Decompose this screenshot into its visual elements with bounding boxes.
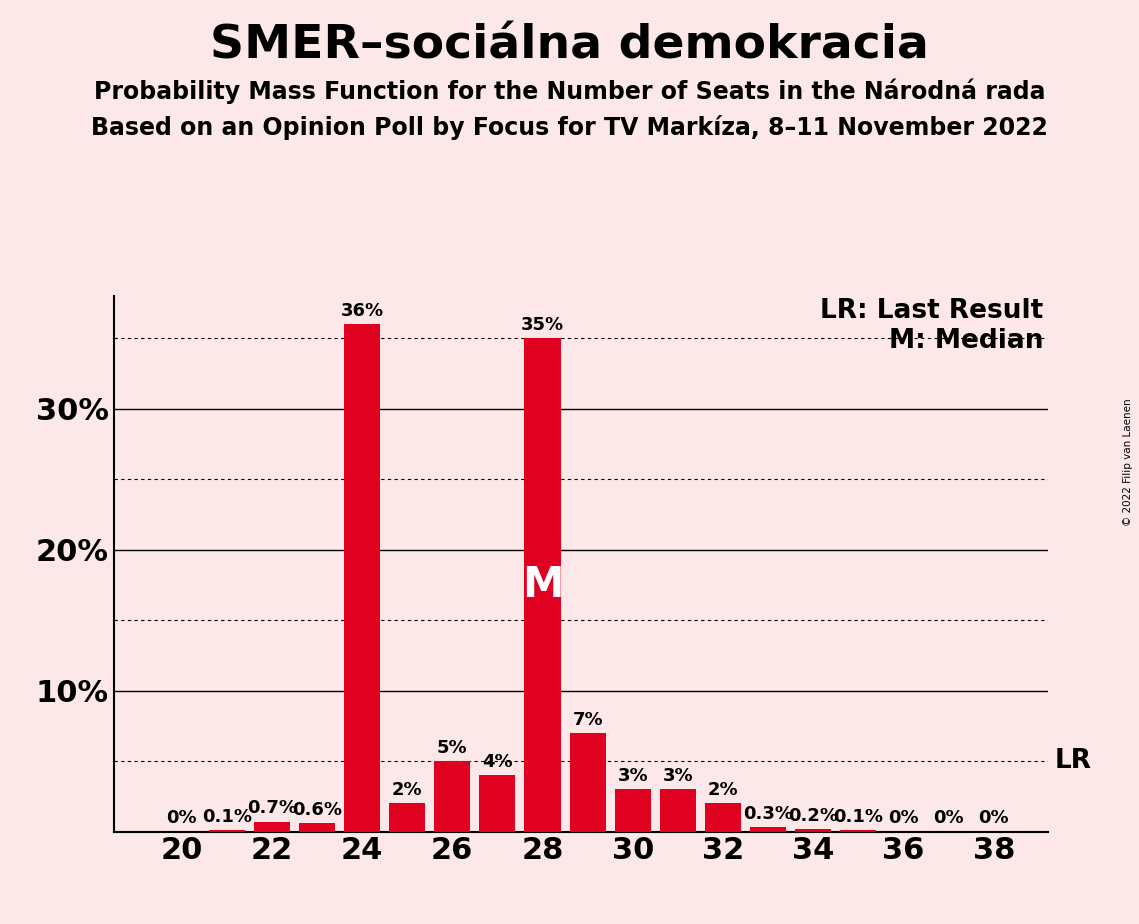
Bar <box>208 830 245 832</box>
Bar <box>751 827 786 832</box>
Text: LR: Last Result: LR: Last Result <box>820 298 1043 324</box>
Text: 36%: 36% <box>341 301 384 320</box>
Text: 3%: 3% <box>663 767 694 785</box>
Bar <box>298 823 335 832</box>
Bar <box>524 338 560 832</box>
Bar <box>795 829 831 832</box>
Bar <box>570 733 606 832</box>
Text: Probability Mass Function for the Number of Seats in the Národná rada: Probability Mass Function for the Number… <box>93 79 1046 104</box>
Text: 0.1%: 0.1% <box>202 808 252 826</box>
Text: 0%: 0% <box>166 809 197 827</box>
Text: SMER–sociálna demokracia: SMER–sociálna demokracia <box>210 23 929 68</box>
Text: Based on an Opinion Poll by Focus for TV Markíza, 8–11 November 2022: Based on an Opinion Poll by Focus for TV… <box>91 116 1048 140</box>
Text: M: M <box>522 564 564 606</box>
Text: 3%: 3% <box>617 767 648 785</box>
Text: 2%: 2% <box>392 781 423 799</box>
Text: 0.2%: 0.2% <box>788 807 838 824</box>
Bar <box>659 789 696 832</box>
Text: 5%: 5% <box>437 739 468 757</box>
Text: 35%: 35% <box>521 316 564 334</box>
Text: 0.1%: 0.1% <box>834 808 884 826</box>
Text: 0.3%: 0.3% <box>743 805 793 823</box>
Text: © 2022 Filip van Laenen: © 2022 Filip van Laenen <box>1123 398 1133 526</box>
Text: M: Median: M: Median <box>888 328 1043 354</box>
Text: 0%: 0% <box>978 809 1009 827</box>
Bar <box>705 803 741 832</box>
Bar <box>254 821 289 832</box>
Text: 7%: 7% <box>572 711 603 729</box>
Text: 0.7%: 0.7% <box>247 799 297 818</box>
Bar <box>390 803 425 832</box>
Bar <box>841 830 876 832</box>
Bar <box>615 789 650 832</box>
Text: 4%: 4% <box>482 753 513 771</box>
Text: LR: LR <box>1055 748 1092 774</box>
Bar <box>434 761 470 832</box>
Text: 0%: 0% <box>933 809 964 827</box>
Text: 2%: 2% <box>707 781 738 799</box>
Bar <box>480 775 516 832</box>
Bar <box>344 324 380 832</box>
Text: 0%: 0% <box>888 809 919 827</box>
Text: 0.6%: 0.6% <box>292 801 342 819</box>
